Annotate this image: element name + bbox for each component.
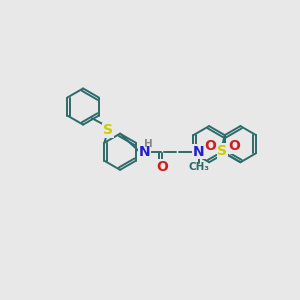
Text: O: O xyxy=(204,139,216,153)
Text: N: N xyxy=(193,145,204,159)
Text: O: O xyxy=(229,139,241,153)
Text: S: S xyxy=(218,144,227,158)
Text: O: O xyxy=(156,160,168,174)
Text: H: H xyxy=(144,139,153,148)
Text: CH₃: CH₃ xyxy=(188,162,209,172)
Text: S: S xyxy=(103,124,113,137)
Text: N: N xyxy=(139,145,151,159)
